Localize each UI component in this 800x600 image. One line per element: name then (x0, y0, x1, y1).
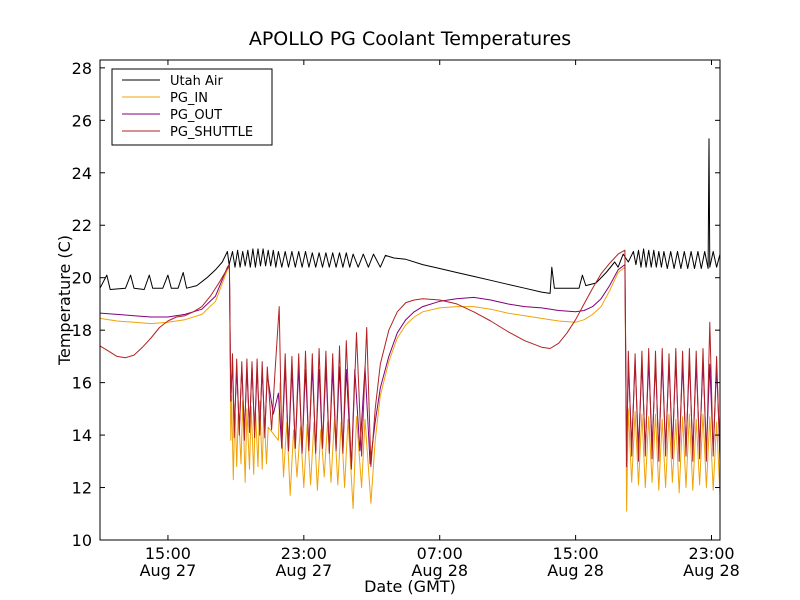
x-tick-date-label: Aug 27 (140, 561, 197, 580)
x-tick-time-label: 23:00 (688, 544, 734, 563)
legend-label: Utah Air (170, 74, 223, 89)
y-tick-label: 12 (72, 479, 92, 498)
chart-title: APOLLO PG Coolant Temperatures (249, 28, 571, 50)
series-line-utah-air (99, 138, 721, 294)
legend-label: PG_OUT (170, 108, 222, 123)
x-tick-date-label: Aug 27 (275, 561, 332, 580)
y-tick-label: 28 (72, 59, 92, 78)
y-tick-label: 14 (72, 426, 92, 445)
plot-frame (99, 59, 721, 541)
legend-frame (111, 68, 273, 146)
y-axis: 10 12 14 16 18 20 22 24 26 28 (72, 59, 720, 550)
series-layer (99, 138, 721, 512)
y-tick-label: 24 (72, 164, 92, 183)
x-tick-date-label: Aug 28 (547, 561, 604, 580)
y-tick-label: 20 (72, 269, 92, 288)
y-tick-label: 16 (72, 374, 92, 393)
y-tick-label: 26 (72, 111, 92, 130)
x-tick-time-label: 23:00 (281, 544, 327, 563)
x-tick-date-label: Aug 28 (411, 561, 468, 580)
x-tick-date-label: Aug 28 (683, 561, 740, 580)
series-line-pg-in (99, 266, 721, 512)
x-tick-time-label: 07:00 (417, 544, 463, 563)
x-tick-time-label: 15:00 (145, 544, 191, 563)
y-tick-label: 18 (72, 321, 92, 340)
legend: Utah Air PG_IN PG_OUT PG_SHUTTLE (111, 68, 273, 146)
y-axis-label: Temperature (C) (55, 235, 74, 366)
y-tick-label: 22 (72, 216, 92, 235)
legend-label: PG_SHUTTLE (170, 125, 253, 140)
y-tick-label: 10 (72, 531, 92, 550)
x-tick-time-label: 15:00 (553, 544, 599, 563)
x-axis-label: Date (GMT) (364, 577, 456, 596)
series-line-pg-shuttle (99, 249, 721, 470)
legend-label: PG_IN (170, 91, 208, 106)
